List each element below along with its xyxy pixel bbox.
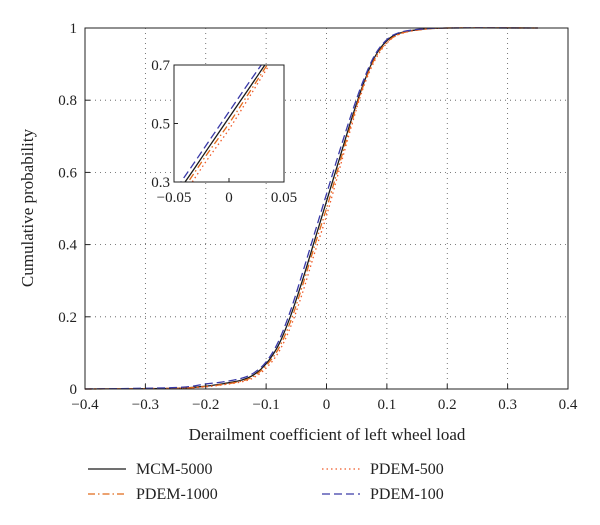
x-tick-label: −0.3 xyxy=(132,397,159,413)
y-tick-label: 0 xyxy=(70,382,78,398)
y-tick-label: 0.6 xyxy=(58,165,77,181)
legend-label: MCM-5000 xyxy=(136,461,212,478)
x-tick-label: 0.2 xyxy=(438,397,457,413)
x-axis-label: Derailment coefficient of left wheel loa… xyxy=(189,425,466,444)
y-tick-label: 1 xyxy=(70,21,78,37)
y-axis-ticks: 0 0.2 0.4 0.6 0.8 1 xyxy=(58,21,90,398)
inset-x-tick-label: −0.05 xyxy=(157,190,192,206)
legend-item-pdem-500: PDEM-500 xyxy=(322,461,444,478)
inset-x-ticks: −0.05 0 0.05 xyxy=(157,178,297,206)
main-grid xyxy=(85,28,568,389)
main-series-group xyxy=(84,27,538,390)
x-tick-label: −0.2 xyxy=(192,397,219,413)
inset-y-tick-label: 0.7 xyxy=(151,58,170,74)
series-line-mcm-5000 xyxy=(84,27,538,390)
legend-item-pdem-1000: PDEM-1000 xyxy=(88,486,218,503)
y-axis-label: Cumulative probability xyxy=(18,128,37,287)
x-tick-label: 0.1 xyxy=(378,397,397,413)
legend-item-pdem-100: PDEM-100 xyxy=(322,486,444,503)
series-line-pdem-100 xyxy=(84,27,538,390)
series-line-pdem-1000 xyxy=(84,27,538,390)
inset-series-line-pdem-1000 xyxy=(187,65,268,182)
x-tick-label: 0.3 xyxy=(498,397,517,413)
legend-item-mcm-5000: MCM-5000 xyxy=(88,461,212,478)
legend-label: PDEM-100 xyxy=(370,486,444,503)
legend-label: PDEM-500 xyxy=(370,461,444,478)
y-tick-label: 0.4 xyxy=(58,238,77,254)
y-tick-label: 0.2 xyxy=(58,310,77,326)
inset-series-line-pdem-500 xyxy=(191,65,271,182)
x-axis-ticks: −0.4 −0.3 −0.2 −0.1 0 0.1 0.2 0.3 0.4 xyxy=(71,384,578,413)
inset-series-group xyxy=(180,65,271,182)
legend-label: PDEM-1000 xyxy=(136,486,218,503)
x-tick-label: 0.4 xyxy=(559,397,578,413)
inset-y-tick-label: 0.3 xyxy=(151,175,170,191)
legend: MCM-5000 PDEM-500 PDEM-1000 PDEM-100 xyxy=(88,461,444,503)
inset-x-tick-label: 0.05 xyxy=(271,190,297,206)
x-tick-label: 0 xyxy=(323,397,331,413)
inset-y-ticks: 0.3 0.5 0.7 xyxy=(151,58,178,191)
inset-series-line-mcm-5000 xyxy=(184,65,266,182)
series-line-pdem-500 xyxy=(84,27,538,390)
inset-x-tick-label: 0 xyxy=(225,190,233,206)
inset-y-tick-label: 0.5 xyxy=(151,117,170,133)
y-tick-label: 0.8 xyxy=(58,93,77,109)
x-tick-label: −0.1 xyxy=(253,397,280,413)
x-tick-label: −0.4 xyxy=(71,397,99,413)
